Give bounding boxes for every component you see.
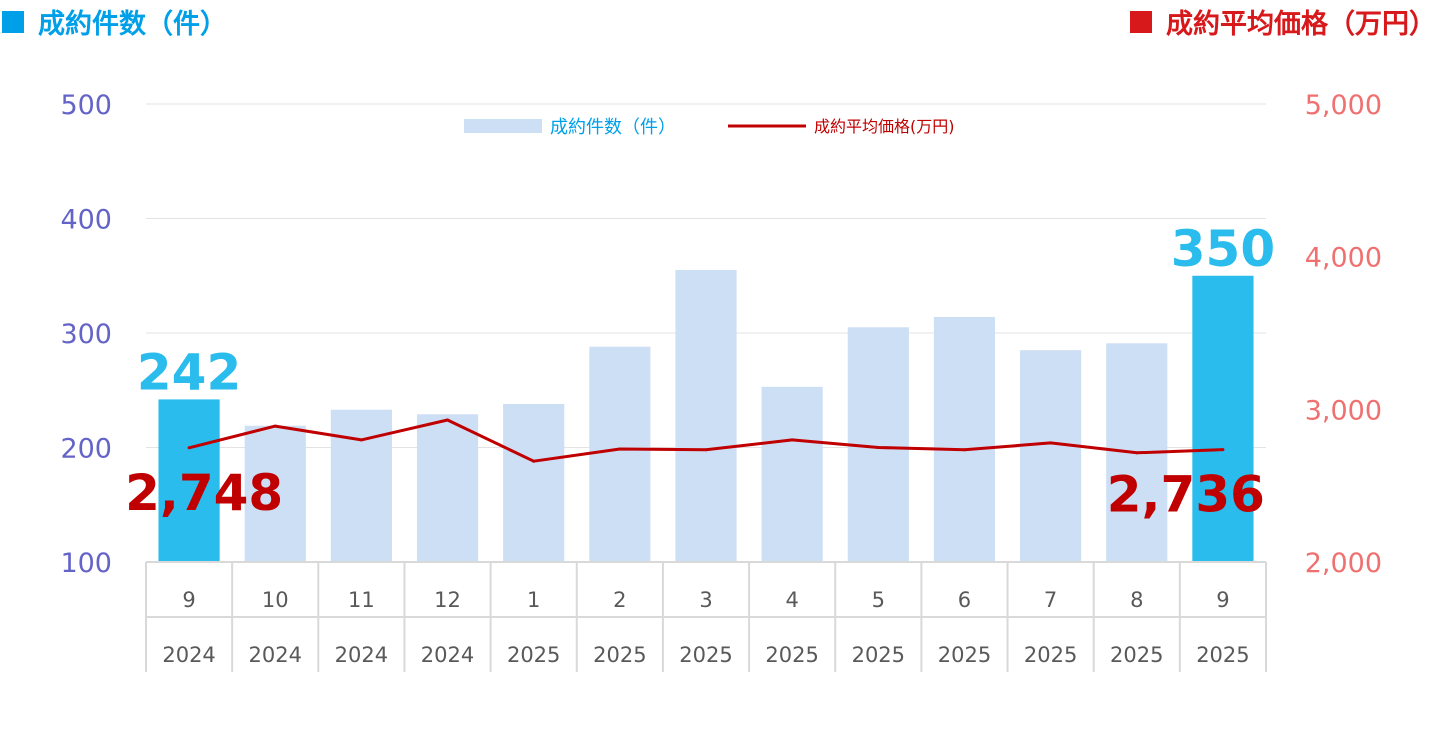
category-month-label: 12 [434,588,461,612]
bar [416,414,479,562]
line-point [532,459,536,463]
category-year-label: 2024 [249,643,302,667]
category-month-label: 3 [699,588,712,612]
left-axis-tick-label: 100 [60,548,112,579]
category-year-label: 2025 [1024,643,1077,667]
line-value-label: 2,748 [125,464,283,522]
left-axis-tick-label: 500 [60,90,112,121]
bar [1020,350,1082,562]
category-month-label: 10 [262,588,289,612]
right-axis-header: 成約平均価格（万円） [1130,2,1436,41]
category-month-label: 7 [1044,588,1057,612]
bar [933,316,996,562]
line-point [273,424,277,428]
line-point [1049,441,1053,445]
line-point [704,448,708,452]
category-month-label: 11 [348,588,375,612]
right-axis-tick-label: 3,000 [1305,395,1382,426]
category-month-label: 6 [958,588,971,612]
bar [330,409,392,562]
left-axis-header: 成約件数（件） [2,2,227,41]
bar [761,386,823,562]
category-month-label: 9 [182,588,195,612]
bar [158,399,220,562]
category-year-label: 2025 [679,643,732,667]
category-month-label: 5 [872,588,885,612]
category-month-label: 9 [1216,588,1229,612]
red-square-icon [1130,10,1152,33]
line-point [962,448,966,452]
category-year-label: 2024 [421,643,474,667]
category-year-label: 2025 [1196,643,1249,667]
right-axis-tick-label: 5,000 [1305,90,1382,121]
bar [675,270,737,562]
category-month-label: 8 [1130,588,1143,612]
category-year-label: 2025 [507,643,560,667]
category-month-label: 1 [527,588,540,612]
bar-value-label: 350 [1171,220,1275,278]
legend-bar-swatch [464,119,542,133]
line-point [446,418,450,422]
legend-bar-label: 成約件数（件） [550,117,676,138]
bar [589,346,651,562]
category-year-label: 2025 [938,643,991,667]
bar [503,403,565,562]
category-month-label: 2 [613,588,626,612]
category-month-label: 4 [785,588,798,612]
category-year-label: 2025 [1110,643,1163,667]
category-year-label: 2024 [335,643,388,667]
line-point [618,447,622,451]
line-point [876,446,880,449]
line-value-label: 2,736 [1107,466,1265,524]
left-axis-tick-label: 300 [60,319,112,350]
bar-value-label: 242 [137,343,241,401]
right-axis-tick-label: 2,000 [1305,548,1382,579]
category-year-label: 2024 [162,643,215,667]
legend-line-label: 成約平均価格(万円) [814,117,955,136]
blue-square-icon [2,10,24,33]
left-axis-header-label: 成約件数（件） [38,9,227,40]
line-point [1221,448,1225,452]
bar [1192,275,1254,562]
category-year-label: 2025 [593,643,646,667]
right-axis-header-label: 成約平均価格（万円） [1166,9,1436,40]
line-point [1135,451,1139,455]
right-axis-tick-label: 4,000 [1305,243,1382,274]
line-point [187,446,191,450]
bar [244,425,306,562]
category-year-label: 2025 [852,643,905,667]
left-axis-tick-label: 200 [60,434,112,465]
line-point [359,438,363,442]
line-point [790,438,794,442]
left-axis-tick-label: 400 [60,205,112,236]
category-year-label: 2025 [765,643,818,667]
